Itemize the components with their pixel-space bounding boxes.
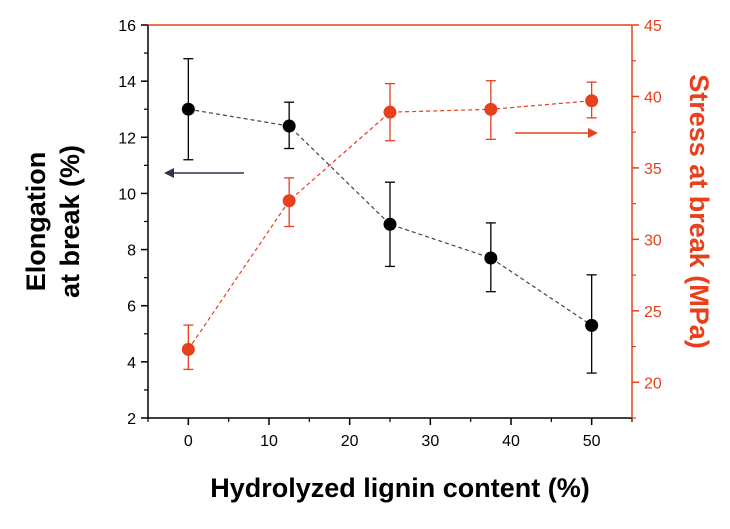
x-axis-title: Hydrolyzed lignin content (%) [210, 473, 590, 503]
left-tick-label: 8 [127, 243, 136, 260]
x-tick-label: 10 [260, 433, 278, 450]
right-tick-label: 20 [644, 375, 662, 392]
right-axis-title: Stress at break (MPa) [684, 74, 714, 349]
right-tick-label: 30 [644, 232, 662, 249]
right-tick-label: 35 [644, 161, 662, 178]
elongation-data-point [484, 251, 498, 265]
x-tick-label: 40 [502, 433, 520, 450]
elongation-data-point [181, 102, 195, 116]
left-tick-label: 12 [118, 130, 136, 147]
elongation-data-point [383, 217, 397, 231]
right-tick-label: 25 [644, 304, 662, 321]
elongation-data-point [282, 119, 296, 133]
left-axis-title-line2: at break (%) [55, 145, 85, 298]
x-tick-label: 30 [421, 433, 439, 450]
stress-data-point [383, 105, 397, 119]
left-tick-label: 14 [118, 74, 136, 91]
stress-data-point [181, 342, 195, 356]
left-tick-label: 10 [118, 186, 136, 203]
elongation-data-point [585, 318, 599, 332]
right-tick-label: 45 [644, 18, 662, 35]
stress-series-line [187, 100, 592, 350]
right-tick-label: 40 [644, 89, 662, 106]
left-tick-label: 2 [127, 411, 136, 428]
stress-data-point [484, 102, 498, 116]
left-axis-title: Elongation at break (%) [21, 145, 85, 298]
left-tick-label: 4 [127, 355, 136, 372]
left-axis-title-line1: Elongation [21, 152, 51, 291]
left-tick-label: 6 [127, 299, 136, 316]
x-tick-label: 20 [341, 433, 359, 450]
x-tick-label: 50 [583, 433, 601, 450]
x-tick-label: 0 [184, 433, 193, 450]
left-tick-label: 16 [118, 18, 136, 35]
stress-data-point [585, 94, 599, 108]
stress-data-point [282, 194, 296, 208]
